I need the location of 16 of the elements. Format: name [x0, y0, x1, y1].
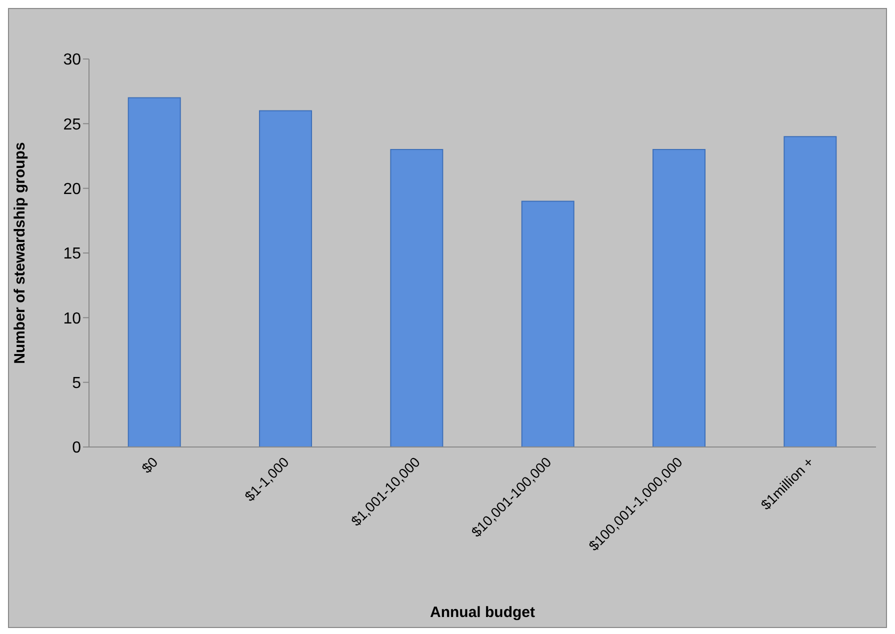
x-tick-label: $0	[138, 454, 161, 476]
bar	[128, 97, 181, 447]
y-tick-label: 15	[63, 246, 82, 263]
bar	[259, 110, 312, 447]
y-tick-label: 30	[63, 52, 82, 69]
bar	[521, 200, 574, 447]
y-axis-title: Number of stewardship groups	[11, 142, 28, 364]
y-tick-label: 25	[63, 116, 82, 134]
x-axis-title: Annual budget	[430, 604, 535, 621]
bar	[652, 149, 706, 447]
y-tick-label: 0	[72, 440, 82, 457]
y-tick-label: 10	[63, 310, 82, 328]
y-tick-label: 5	[72, 375, 82, 392]
bar	[390, 149, 444, 447]
y-tick-label: 20	[63, 181, 82, 198]
bar	[784, 136, 837, 447]
